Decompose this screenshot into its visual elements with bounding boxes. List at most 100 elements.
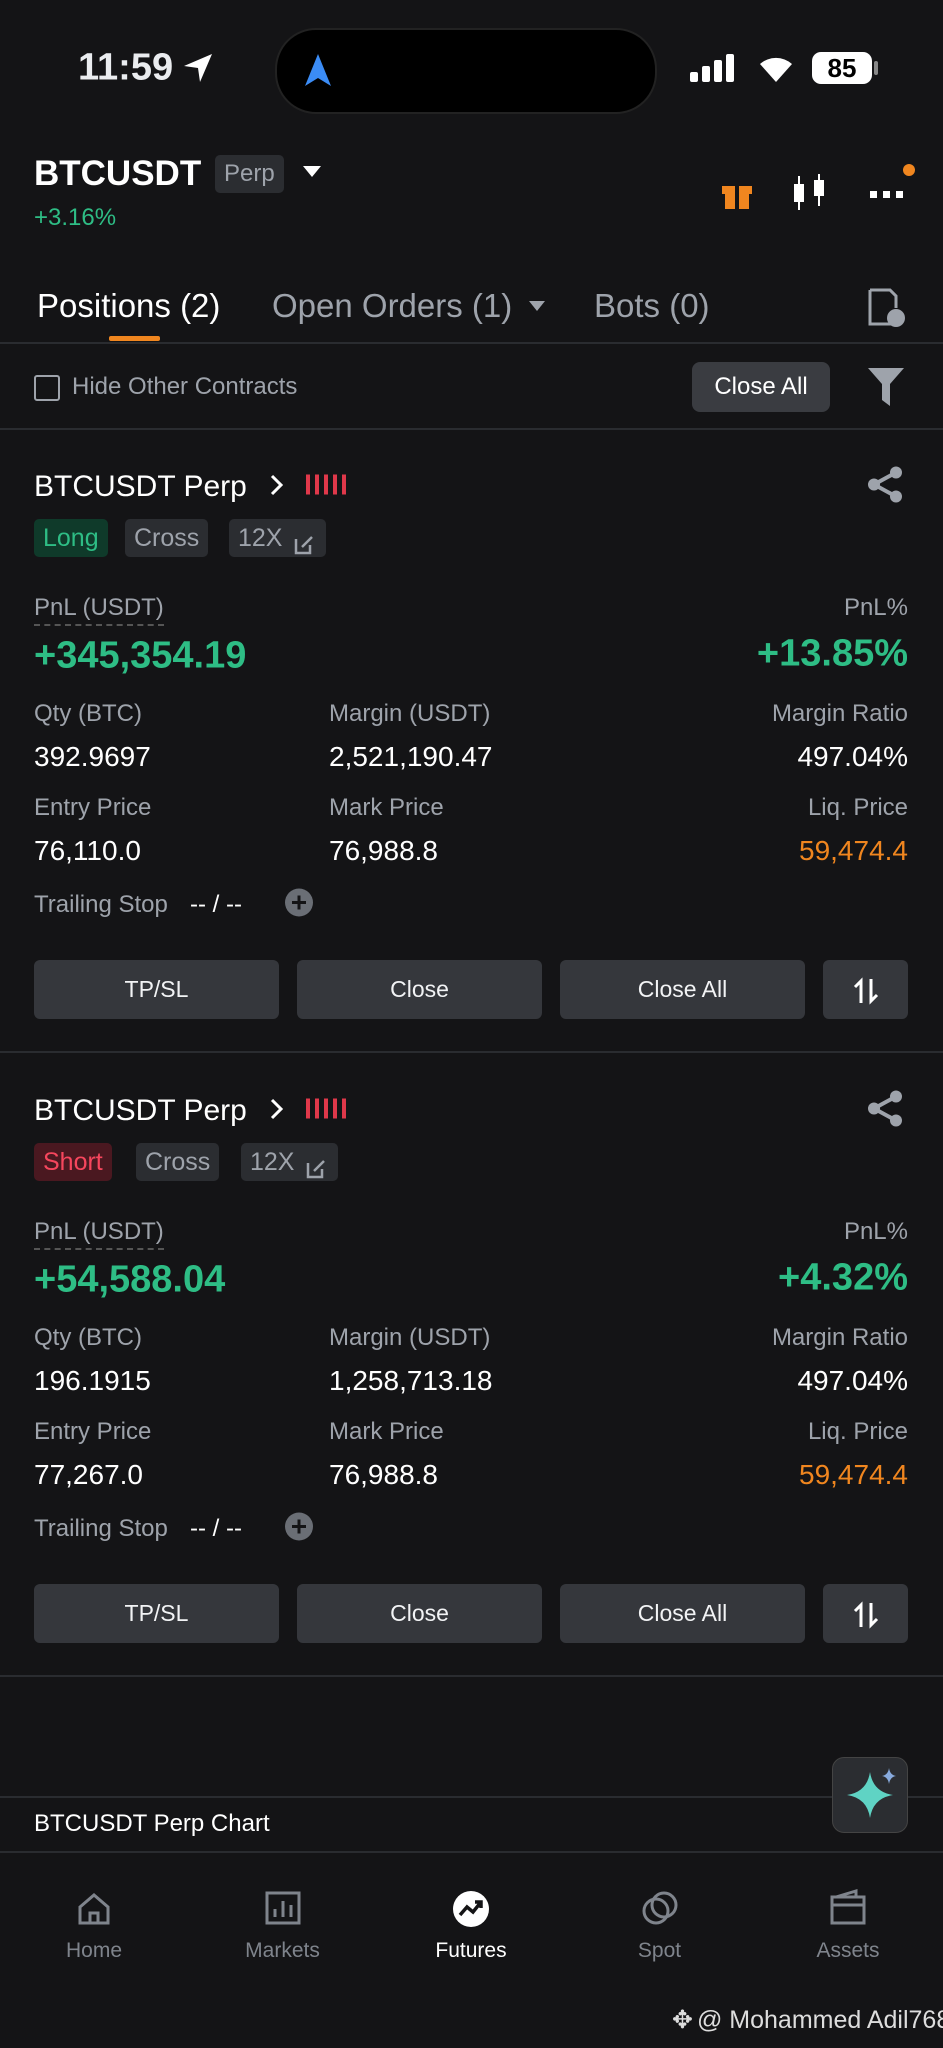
more-icon[interactable] (868, 160, 918, 206)
chevron[interactable] (270, 1094, 284, 1128)
history-icon[interactable] (866, 288, 906, 328)
price-change: +3.16% (34, 204, 117, 231)
checkbox-label[interactable]: Hide Other Contracts (72, 373, 298, 400)
time: 11:59 (78, 46, 174, 89)
tab-dropdown[interactable] (529, 301, 545, 311)
dropdown-icon[interactable] (303, 166, 321, 178)
battery: 85 (812, 52, 872, 84)
tab-positions[interactable]: Positions (2) (37, 287, 221, 324)
field-value: 497.04% (797, 1365, 908, 1396)
field-label: Qty (BTC) (34, 700, 142, 727)
field-value: 76,988.8 (329, 835, 438, 866)
leverage-badge[interactable]: 12X (229, 519, 327, 557)
margin-mode-badge[interactable]: Cross (136, 1143, 220, 1181)
candle-icon[interactable] (792, 172, 828, 214)
position-title[interactable]: BTCUSDT Perp (34, 470, 247, 503)
divider (0, 1675, 943, 1677)
adl-indicator (306, 1098, 348, 1124)
battery-tip (874, 61, 878, 75)
edit-icon[interactable] (306, 1152, 326, 1190)
pnl-label: PnL (USDT) (34, 1218, 164, 1250)
nav-label[interactable]: Futures (435, 1939, 507, 1962)
nav-icon[interactable] (74, 1889, 114, 1934)
watermark-text: @ Mohammed Adil768 (696, 2006, 943, 2034)
edit-icon[interactable] (294, 528, 314, 566)
field-label: Mark Price (329, 1418, 444, 1445)
field-label: Margin Ratio (771, 1324, 908, 1351)
reverse-button[interactable] (823, 1584, 908, 1643)
share-icon[interactable] (868, 466, 904, 508)
checkbox[interactable] (34, 375, 60, 401)
action-button[interactable]: Close (297, 1584, 542, 1643)
side-badge: Short (34, 1143, 112, 1181)
field-value: 76,988.8 (329, 1459, 438, 1490)
trailing-stop-value: -- / -- (190, 891, 242, 918)
field-label: Margin (USDT) (329, 700, 491, 727)
nav-icon[interactable] (263, 1889, 303, 1934)
divider (0, 1796, 943, 1798)
field-value: 196.1915 (34, 1365, 151, 1396)
tab-indicator (109, 336, 160, 341)
action-button[interactable]: Close All (560, 1584, 805, 1643)
field-value: 77,267.0 (34, 1459, 143, 1490)
action-button[interactable]: Close All (560, 960, 805, 1019)
tab-open-orders[interactable]: Open Orders (1) (272, 287, 513, 324)
field-value: 59,474.4 (799, 1459, 908, 1490)
nav-label[interactable]: Markets (245, 1939, 320, 1962)
perp-tag: Perp (215, 155, 284, 193)
gift-icon[interactable] (720, 176, 754, 210)
position-title[interactable]: BTCUSDT Perp (34, 1094, 247, 1127)
reverse-button[interactable] (823, 960, 908, 1019)
chart-link[interactable]: BTCUSDT Perp Chart (34, 1810, 270, 1837)
pnl-value: +54,588.04 (34, 1258, 226, 1301)
signal-icon (690, 54, 734, 82)
field-label: Mark Price (329, 794, 444, 821)
field-label: Margin (USDT) (329, 1324, 491, 1351)
field-label: Entry Price (34, 1418, 152, 1445)
divider (0, 1051, 943, 1053)
field-value: 392.9697 (34, 741, 151, 772)
add-trailing-stop[interactable] (284, 888, 314, 923)
field-value: 1,258,713.18 (329, 1365, 493, 1396)
add-trailing-stop[interactable] (284, 1512, 314, 1547)
pnl-label: PnL (USDT) (34, 594, 164, 626)
pnl-pct-value: +13.85% (756, 632, 908, 675)
wifi-icon (760, 57, 792, 82)
nav-icon[interactable] (828, 1888, 868, 1934)
watermark: ✥ @ Mohammed Adil768 (672, 2005, 943, 2035)
pnl-pct-value: +4.32% (778, 1256, 908, 1299)
field-label: Liq. Price (807, 1418, 908, 1445)
nav-app-icon (305, 54, 331, 86)
location-icon (184, 54, 212, 82)
nav-label[interactable]: Home (65, 1939, 123, 1962)
tab-bots[interactable]: Bots (0) (594, 287, 710, 324)
trailing-stop-label: Trailing Stop (34, 1515, 168, 1542)
field-value: 497.04% (797, 741, 908, 772)
action-button[interactable]: TP/SL (34, 1584, 279, 1643)
pnl-pct-label: PnL% (843, 1218, 908, 1245)
side-badge: Long (34, 519, 108, 557)
field-value: 59,474.4 (799, 835, 908, 866)
nav-label[interactable]: Assets (816, 1939, 880, 1962)
filter-icon[interactable] (868, 368, 904, 406)
nav-icon[interactable] (451, 1889, 491, 1934)
action-button[interactable]: TP/SL (34, 960, 279, 1019)
trailing-stop-value: -- / -- (190, 1515, 242, 1542)
leverage-badge[interactable]: 12X (241, 1143, 339, 1181)
pnl-pct-label: PnL% (843, 594, 908, 621)
margin-mode-badge[interactable]: Cross (125, 519, 209, 557)
divider (0, 342, 943, 344)
field-value: 76,110.0 (34, 835, 141, 866)
close-all-button[interactable]: Close All (692, 362, 830, 412)
nav-label[interactable]: Spot (637, 1939, 682, 1962)
field-label: Qty (BTC) (34, 1324, 142, 1351)
chevron[interactable] (270, 470, 284, 504)
ai-button[interactable] (832, 1757, 908, 1833)
symbol[interactable]: BTCUSDT (34, 154, 202, 193)
trailing-stop-label: Trailing Stop (34, 891, 168, 918)
field-label: Liq. Price (807, 794, 908, 821)
nav-icon[interactable] (640, 1889, 680, 1934)
share-icon[interactable] (868, 1090, 904, 1132)
action-button[interactable]: Close (297, 960, 542, 1019)
